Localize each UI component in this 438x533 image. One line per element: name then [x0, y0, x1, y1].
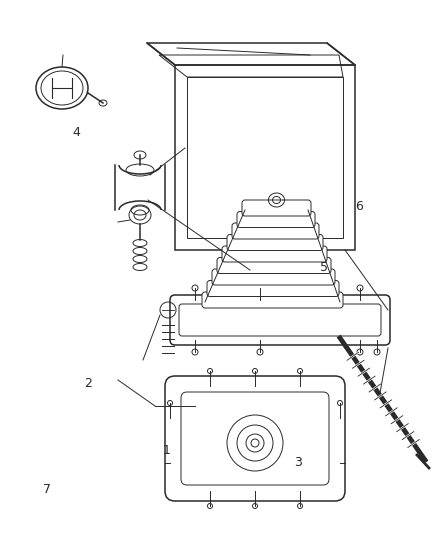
- Text: 3: 3: [294, 456, 302, 469]
- Text: 4: 4: [73, 126, 81, 139]
- FancyBboxPatch shape: [202, 292, 343, 308]
- FancyBboxPatch shape: [212, 269, 335, 285]
- FancyBboxPatch shape: [227, 235, 323, 251]
- FancyBboxPatch shape: [232, 223, 319, 239]
- Text: 5: 5: [320, 261, 328, 274]
- Text: 6: 6: [355, 200, 363, 213]
- FancyBboxPatch shape: [237, 212, 315, 228]
- Text: 2: 2: [84, 377, 92, 390]
- FancyBboxPatch shape: [217, 257, 331, 273]
- Text: 7: 7: [43, 483, 51, 496]
- Text: 1: 1: [162, 444, 170, 457]
- FancyBboxPatch shape: [207, 280, 339, 296]
- FancyBboxPatch shape: [242, 200, 311, 216]
- FancyBboxPatch shape: [222, 246, 327, 262]
